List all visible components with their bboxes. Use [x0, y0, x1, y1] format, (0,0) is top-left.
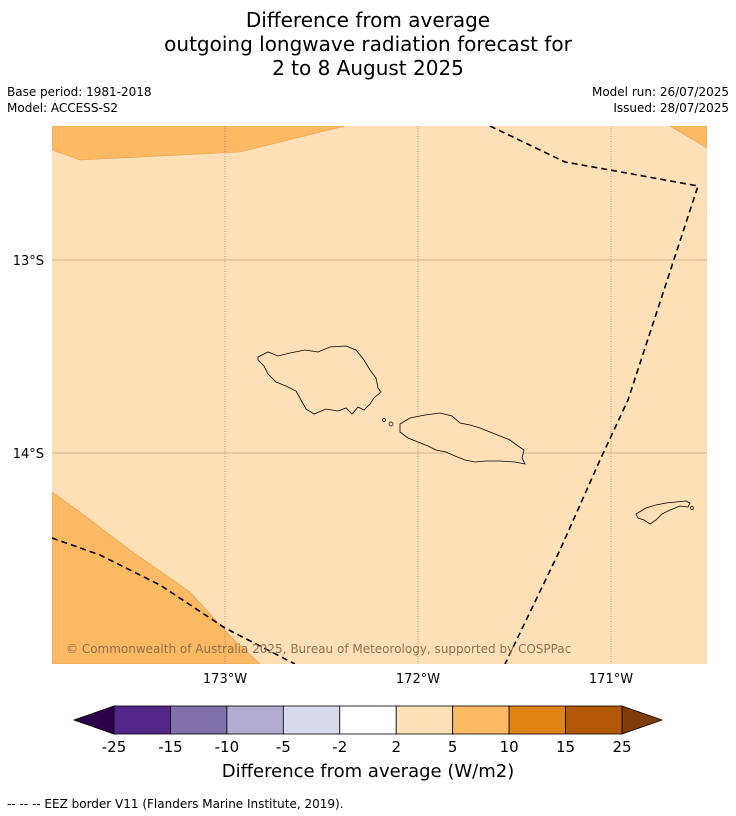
colorbar-tick-label: 25: [612, 738, 631, 756]
eez-footnote: -- -- -- EEZ border V11 (Flanders Marine…: [7, 797, 344, 811]
colorbar-tick-label: -25: [102, 738, 127, 756]
anomaly-region-top-right: [669, 126, 707, 149]
colorbar-tick-label: 5: [448, 738, 458, 756]
colorbar-bin: [339, 705, 397, 735]
colorbar-bin: [508, 705, 566, 735]
colorbar-bin: [282, 705, 341, 735]
island-aunuu: [690, 506, 694, 510]
lon-label-172w: 172°W: [396, 672, 440, 687]
colorbar-under-arrow: [72, 705, 115, 735]
colorbar-tick-label: 15: [556, 738, 575, 756]
colorbar: -25 -15 -10 -5 -2 2 5 10 15 25: [72, 705, 664, 756]
eez-border-upper: [489, 126, 700, 664]
lat-label-13s: 13°S: [13, 254, 44, 269]
map-plot-area: © Commonwealth of Australia 2025, Bureau…: [52, 126, 707, 664]
lon-label-171w: 171°W: [589, 672, 633, 687]
colorbar-tick-label: 2: [391, 738, 401, 756]
lat-label-14s: 14°S: [13, 447, 44, 462]
title-line-1: Difference from average: [245, 8, 491, 32]
colorbar-bin: [452, 705, 510, 735]
colorbar-label: Difference from average (W/m2): [221, 761, 515, 782]
base-period: Base period: 1981-2018: [7, 85, 152, 99]
meta-right: Model run: 26/07/2025 Issued: 28/07/2025: [592, 84, 729, 116]
colorbar-bin: [565, 705, 623, 735]
colorbar-tick-label: -10: [215, 738, 240, 756]
anomaly-region-top: [52, 126, 346, 161]
island-upolu: [399, 412, 526, 465]
model-run: Model run: 26/07/2025: [591, 85, 729, 99]
title-line-2: outgoing longwave radiation forecast for: [164, 32, 572, 56]
island-tutuila: [635, 500, 691, 525]
eez-border-lower: [52, 537, 296, 664]
colorbar-bin: [395, 705, 454, 735]
colorbar-tick-label: 10: [500, 738, 519, 756]
colorbar-bin: [226, 705, 284, 735]
anomaly-region-bottom-left: [52, 491, 261, 664]
model-name: Model: ACCESS-S2: [7, 101, 119, 115]
issued-date: Issued: 28/07/2025: [613, 101, 729, 115]
copyright-text: © Commonwealth of Australia 2025, Bureau…: [66, 642, 571, 656]
colorbar-tick-label: -2: [332, 738, 347, 756]
colorbar-tick-label: -15: [158, 738, 183, 756]
colorbar-tick-label: -5: [276, 738, 291, 756]
title-line-3: 2 to 8 August 2025: [272, 56, 464, 80]
meta-left: Base period: 1981-2018 Model: ACCESS-S2: [7, 84, 152, 116]
lon-label-173w: 173°W: [203, 672, 247, 687]
map-title: Difference from average outgoing longwav…: [0, 8, 736, 80]
island-manono: [382, 418, 386, 422]
colorbar-over-arrow: [621, 705, 664, 735]
island-apolima: [388, 421, 394, 427]
island-savaii: [257, 345, 382, 415]
colorbar-bin: [113, 705, 171, 735]
colorbar-bin: [170, 705, 228, 735]
